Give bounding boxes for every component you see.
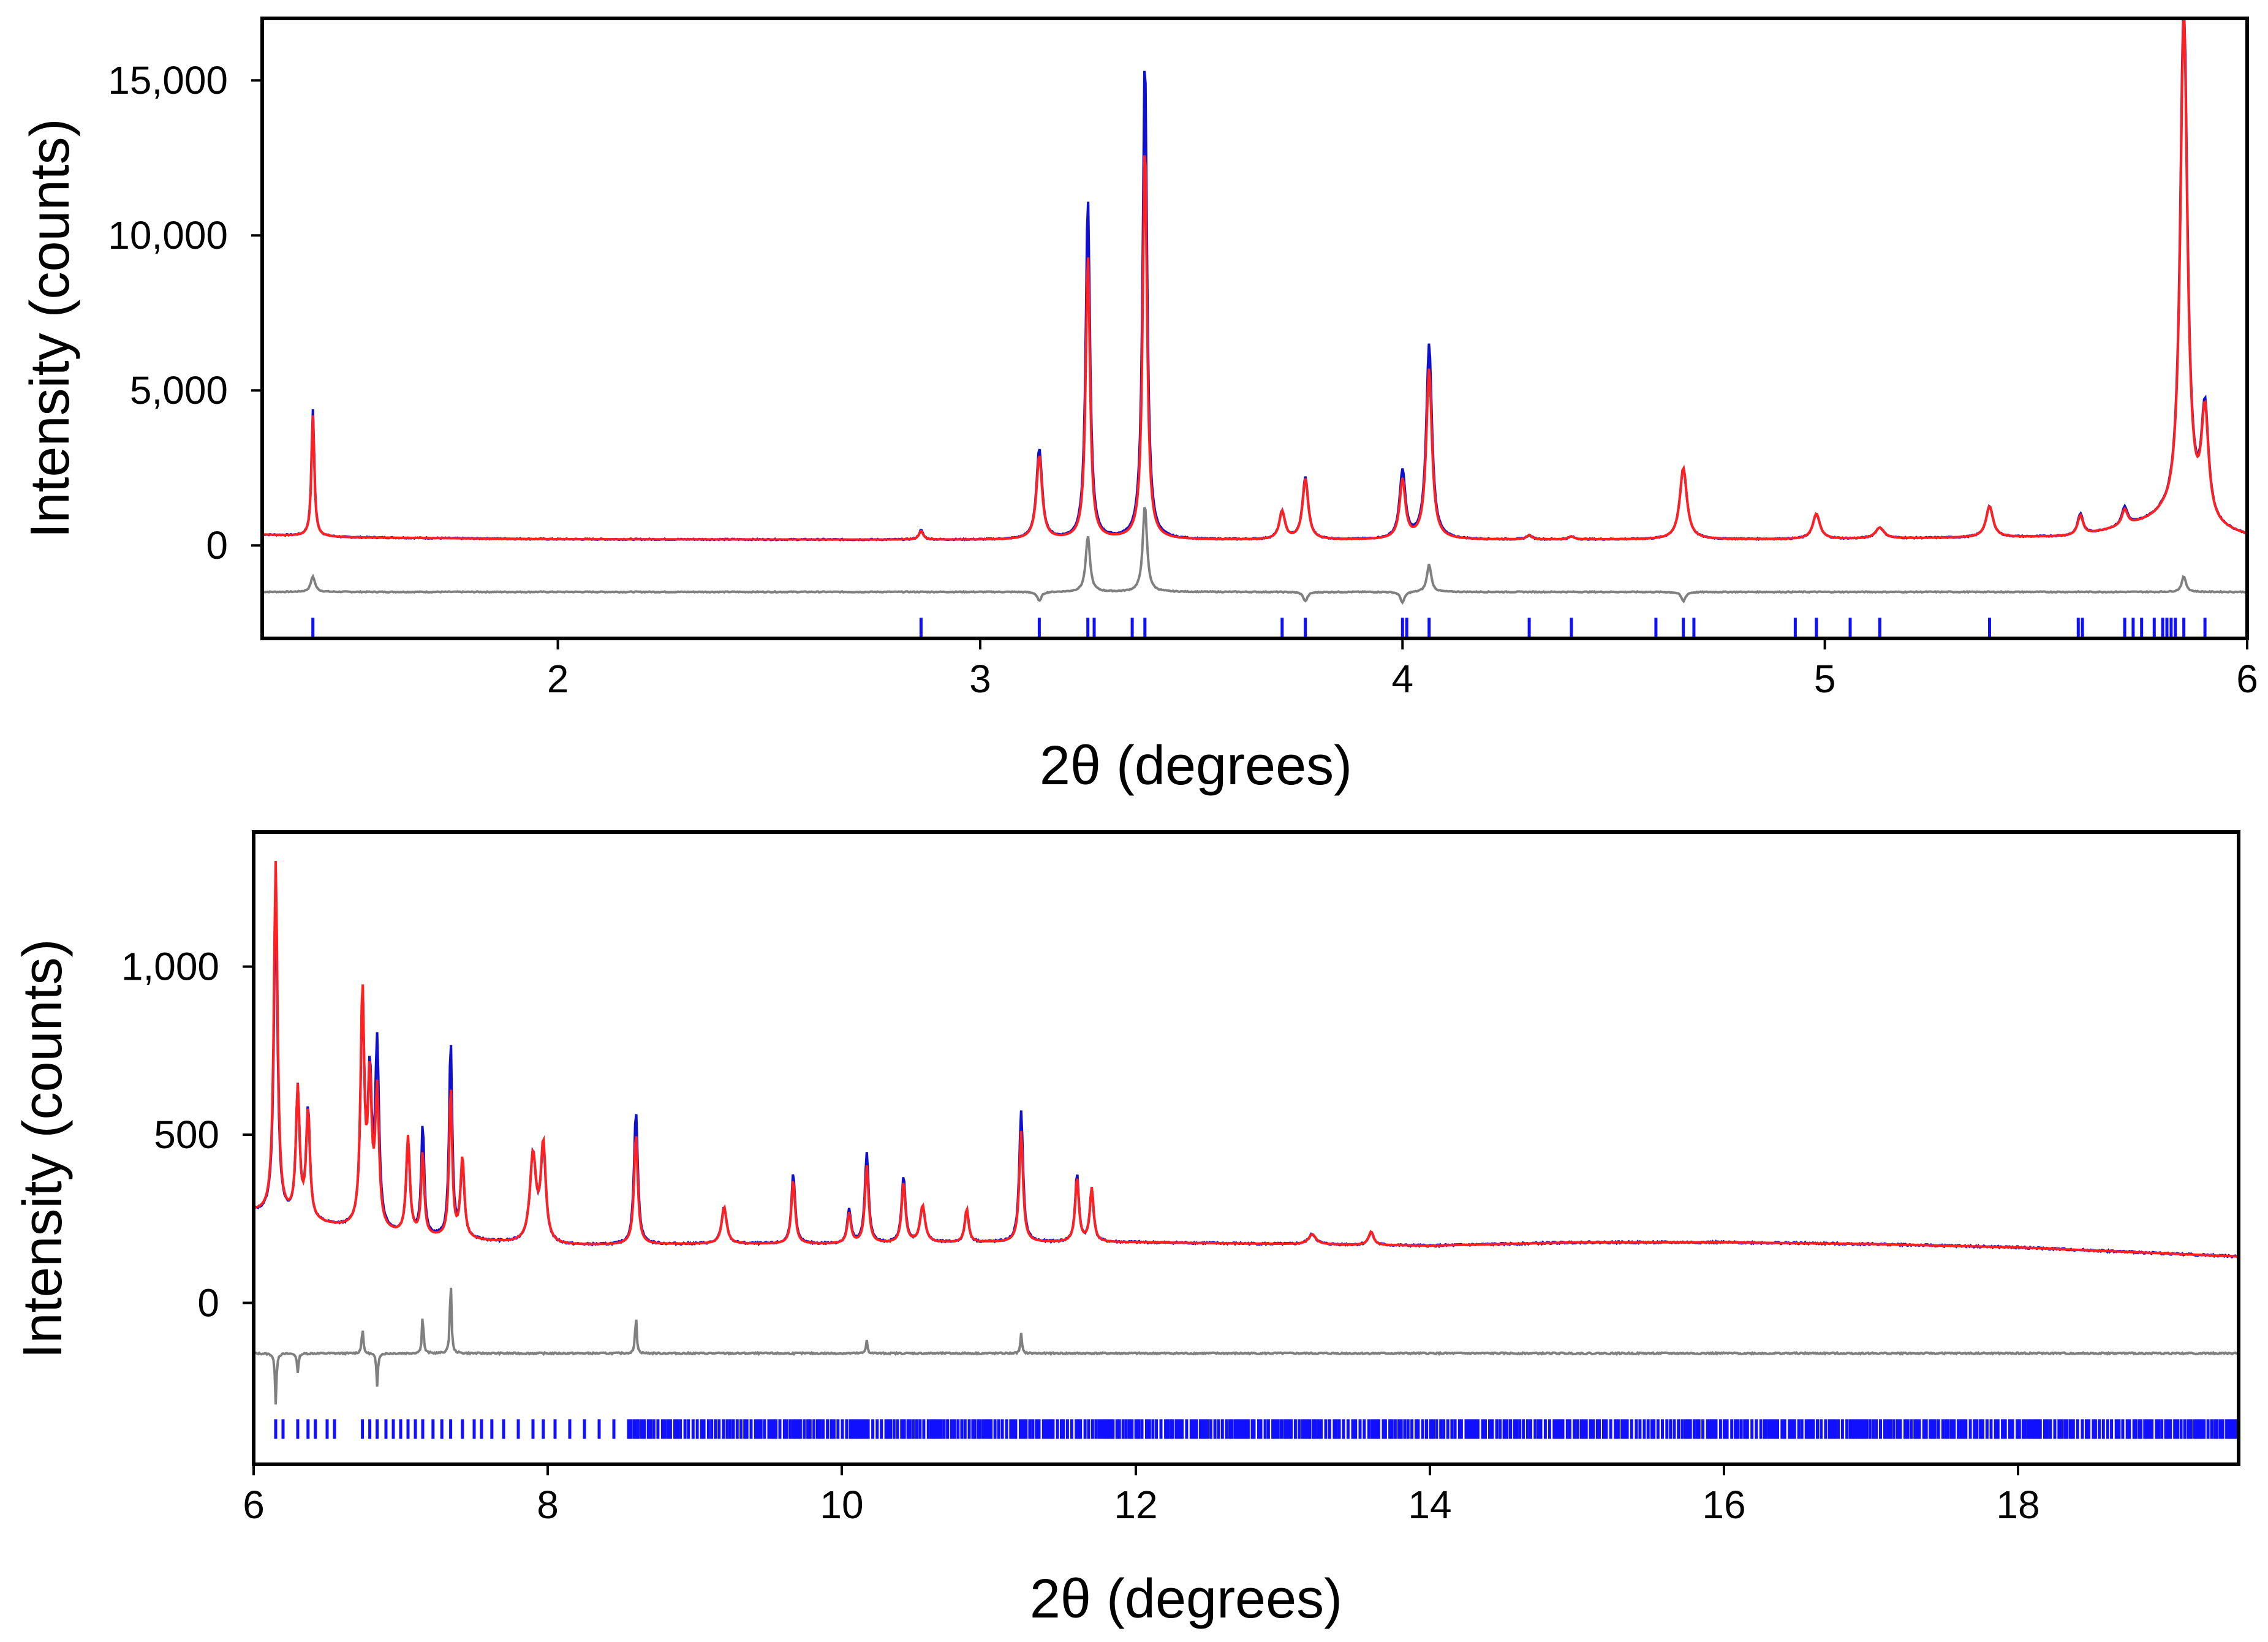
bottom-y-tick-label: 1,000 [121, 945, 219, 989]
bottom-x-tick-label: 16 [1702, 1483, 1745, 1527]
top-x-tick-label: 3 [969, 657, 991, 701]
top-y-tick-label: 10,000 [108, 213, 228, 257]
bottom-y-tick-label: 500 [154, 1113, 219, 1157]
bottom-plot-frame [252, 830, 2240, 1466]
top-x-tick-label: 5 [1814, 657, 1836, 701]
bottom-x-axis-title: 2θ (degrees) [1030, 1568, 1342, 1630]
top-panel: 2 3 4 5 6 0 5,000 10,000 15,000 2θ (degrees) Int… [20, 17, 2258, 796]
top-calculated-curve [262, 18, 2248, 541]
top-y-tick-label: 0 [206, 523, 228, 567]
bottom-y-tick-label: 0 [197, 1281, 219, 1325]
bottom-y-axis-title: Intensity (counts) [12, 939, 74, 1358]
bottom-axis-ticks: 6 8 10 12 14 16 18 0 500 1,000 [121, 945, 2040, 1527]
top-y-axis-title: Intensity (counts) [20, 118, 81, 538]
bottom-calculated-curve [253, 860, 2239, 1258]
bottom-x-tick-label: 18 [1996, 1483, 2039, 1527]
bottom-panel: 6 8 10 12 14 16 18 0 500 1,000 2θ (degrees) Inten… [12, 830, 2240, 1630]
bottom-difference-curve [253, 1287, 2240, 1405]
top-x-tick-label: 6 [2236, 657, 2258, 701]
top-x-tick-label: 4 [1391, 657, 1413, 701]
top-x-tick-label: 2 [547, 657, 569, 701]
bottom-x-tick-label: 12 [1114, 1483, 1157, 1527]
top-difference-curve [262, 507, 2248, 605]
bottom-x-tick-label: 14 [1408, 1483, 1451, 1527]
bottom-x-tick-label: 6 [243, 1483, 265, 1527]
bottom-plot-area [253, 860, 2240, 1439]
top-plot-frame [260, 17, 2249, 640]
top-y-tick-label: 15,000 [108, 58, 228, 102]
bottom-x-tick-label: 8 [537, 1483, 559, 1527]
top-plot-area [262, 17, 2248, 638]
top-x-axis-title: 2θ (degrees) [1040, 735, 1352, 796]
top-axis-ticks: 2 3 4 5 6 0 5,000 10,000 15,000 [108, 58, 2258, 701]
bottom-x-tick-label: 10 [820, 1483, 863, 1527]
top-y-tick-label: 5,000 [130, 368, 228, 412]
